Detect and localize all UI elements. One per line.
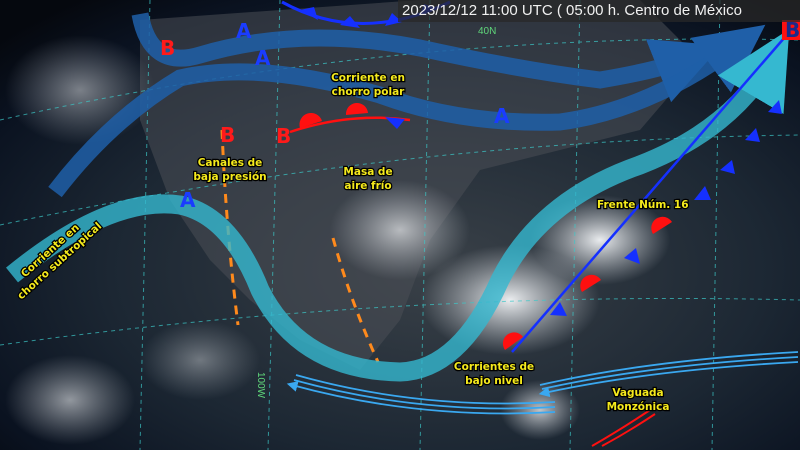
cold-front-symbol bbox=[385, 117, 405, 129]
lon-label-100w: 100W bbox=[255, 372, 266, 399]
high-pressure-letter: A bbox=[236, 19, 252, 43]
low-pressure-channels-label: Canales de baja presión bbox=[193, 157, 266, 183]
polar-jet-north bbox=[131, 12, 722, 103]
warm-front-symbol bbox=[299, 112, 322, 128]
monsoon-trough bbox=[591, 409, 656, 447]
monsoon-trough-label: Vaguada Monzónica bbox=[607, 387, 670, 413]
polar-jet-label: Corriente en chorro polar bbox=[331, 72, 405, 98]
low-pressure-letter: B bbox=[276, 124, 291, 148]
low-level-current-west bbox=[286, 374, 556, 415]
front-16-line bbox=[511, 21, 799, 353]
front-16-cold-symbols bbox=[550, 100, 782, 316]
low-pressure-letter: B bbox=[220, 123, 235, 147]
front-16-warm-symbols bbox=[502, 216, 672, 350]
subtropical-jet bbox=[5, 29, 790, 382]
low-level-current-east bbox=[538, 351, 799, 398]
low-pressure-box bbox=[782, 20, 800, 40]
low-level-currents-label: Corrientes de bajo nivel bbox=[454, 361, 534, 387]
pressure-centers: B A A B B A A bbox=[160, 19, 510, 212]
polar-jet-south bbox=[48, 24, 766, 198]
low-pressure-letter: B bbox=[785, 18, 800, 42]
low-pressure-letter: B bbox=[160, 36, 175, 60]
low-pressure-trough-east bbox=[331, 237, 380, 363]
lat-label-40n: 40N bbox=[478, 26, 496, 37]
high-pressure-letter: A bbox=[180, 188, 196, 212]
cold-air-mass-label: Masa de aire frío bbox=[343, 166, 392, 192]
high-pressure-letter: A bbox=[494, 104, 510, 128]
warm-front-symbol bbox=[345, 102, 368, 115]
front-16-label: Frente Núm. 16 bbox=[597, 199, 689, 211]
timestamp-title: 2023/12/12 11:00 UTC ( 05:00 h. Centro d… bbox=[398, 0, 800, 22]
high-pressure-letter: A bbox=[255, 46, 271, 70]
